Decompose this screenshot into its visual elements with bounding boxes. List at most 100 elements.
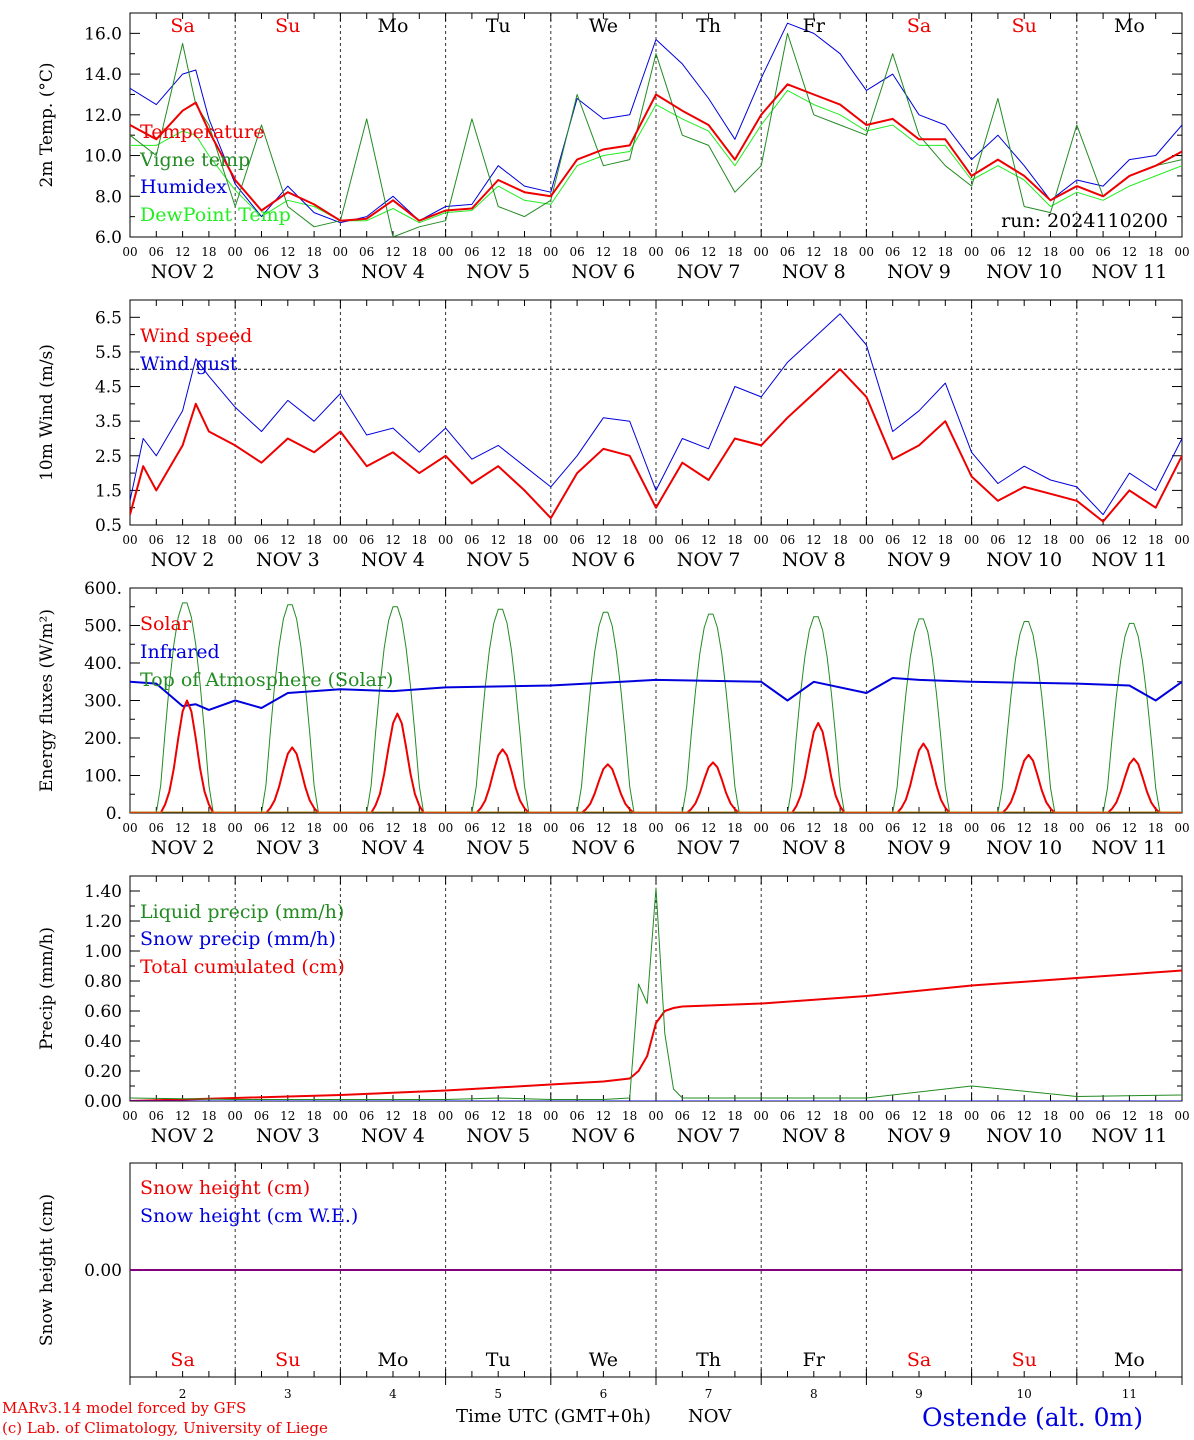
hour-tick-label: 18 [622, 533, 637, 547]
legend-entry: Snow height (cm W.E.) [140, 1205, 358, 1227]
hour-tick-label: 18 [201, 821, 216, 835]
hour-tick-label: 12 [596, 245, 611, 259]
hour-tick-label: 18 [517, 1109, 532, 1123]
hour-tick-label: 12 [491, 533, 506, 547]
date-label: NOV 9 [887, 837, 951, 859]
hour-tick-label: 06 [1095, 245, 1110, 259]
y-tick-label: 0. [106, 804, 122, 824]
series-line-toa [130, 602, 1182, 813]
hour-tick-label: 00 [648, 1109, 663, 1123]
hour-tick-label: 12 [596, 533, 611, 547]
series-line-infrared [130, 677, 1182, 711]
hour-tick-label: 00 [228, 533, 243, 547]
date-label: NOV 2 [151, 261, 215, 283]
day-name-bottom: Fr [803, 1349, 826, 1371]
hour-tick-label: 12 [175, 533, 190, 547]
hour-tick-label: 00 [438, 1109, 453, 1123]
hour-tick-label: 00 [754, 1109, 769, 1123]
hour-tick-label: 18 [622, 245, 637, 259]
data-layer [130, 313, 1182, 523]
hour-tick-label: 12 [911, 1109, 926, 1123]
y-tick-label: 500. [84, 617, 122, 637]
hour-tick-label: 00 [648, 533, 663, 547]
date-label: NOV 10 [986, 261, 1062, 283]
hour-tick-label: 06 [780, 1109, 795, 1123]
hour-tick-label: 06 [1095, 533, 1110, 547]
hour-tick-label: 12 [596, 1109, 611, 1123]
hour-tick-label: 06 [675, 245, 690, 259]
y-axis-label: Precip (mm/h) [37, 927, 57, 1050]
hour-tick-label: 06 [990, 533, 1005, 547]
date-label: NOV 7 [677, 261, 741, 283]
data-layer [130, 887, 1182, 1101]
hour-tick-label: 06 [990, 245, 1005, 259]
hour-tick-label: 12 [491, 821, 506, 835]
date-label: NOV 11 [1091, 549, 1167, 571]
date-label: NOV 7 [677, 837, 741, 859]
hour-tick-label: 12 [385, 533, 400, 547]
day-name-top: Mo [1114, 15, 1145, 37]
hour-tick-label: 06 [149, 821, 164, 835]
series-line-0 [130, 83, 1182, 222]
hour-tick-label: 06 [149, 1109, 164, 1123]
hour-tick-label: 06 [359, 821, 374, 835]
date-label: NOV 4 [361, 837, 425, 859]
legend-entry: Liquid precip (mm/h) [140, 901, 344, 923]
hour-tick-label: 06 [885, 821, 900, 835]
date-label: NOV 11 [1091, 1125, 1167, 1147]
day-name-bottom: We [589, 1349, 618, 1371]
date-label: NOV 10 [986, 1125, 1062, 1147]
data-layer [130, 22, 1182, 237]
hour-tick-label: 18 [832, 533, 847, 547]
date-label: NOV 7 [677, 1125, 741, 1147]
panel-wind: 0.5 1.5 2.5 3.5 4.5 5.5 6.5 10m Wind (m/s) Wind … [37, 299, 1190, 571]
y-tick-label: 300. [84, 692, 122, 712]
hour-tick-label: 00 [438, 821, 453, 835]
hour-tick-label: 06 [464, 533, 479, 547]
date-label: NOV 11 [1091, 837, 1167, 859]
hour-tick-label: 00 [122, 245, 137, 259]
day-name-top: Sa [170, 15, 194, 37]
hour-tick-label: 12 [911, 821, 926, 835]
hour-tick-label: 12 [1122, 245, 1137, 259]
legend-entry: Total cumulated (cm) [140, 956, 345, 978]
hour-tick-label: 00 [122, 1109, 137, 1123]
y-tick-label: 3.5 [95, 412, 122, 432]
day-name-bottom: Mo [378, 1349, 409, 1371]
date-label: NOV 7 [677, 549, 741, 571]
hour-tick-label: 00 [543, 821, 558, 835]
hour-tick-label: 06 [780, 245, 795, 259]
hour-tick-label: 18 [1043, 533, 1058, 547]
day-name-top: Mo [378, 15, 409, 37]
hour-tick-label: 06 [675, 821, 690, 835]
hour-tick-label: 18 [517, 821, 532, 835]
hour-tick-label: 00 [438, 533, 453, 547]
series-line-2 [130, 969, 1182, 1101]
series-line-solar [130, 699, 1182, 813]
hour-tick-label: 00 [122, 821, 137, 835]
day-name-bottom: Su [1012, 1349, 1037, 1371]
hour-tick-label: 00 [543, 1109, 558, 1123]
hour-tick-label: 12 [1017, 1109, 1032, 1123]
hour-tick-label: 18 [938, 1109, 953, 1123]
day-number: 6 [600, 1387, 608, 1401]
series-line-3 [130, 89, 1182, 224]
day-name-top: Su [275, 15, 300, 37]
hour-tick-label: 00 [333, 245, 348, 259]
y-tick-label: 0.00 [84, 1261, 122, 1281]
hour-tick-label: 18 [412, 821, 427, 835]
day-number: 10 [1017, 1387, 1032, 1401]
hour-tick-label: 06 [1095, 1109, 1110, 1123]
day-name-top: Sa [907, 15, 931, 37]
hour-tick-label: 00 [859, 245, 874, 259]
date-label: NOV 8 [782, 549, 846, 571]
hour-tick-label: 00 [228, 1109, 243, 1123]
hour-tick-label: 12 [1017, 533, 1032, 547]
hour-tick-label: 00 [754, 821, 769, 835]
hour-tick-label: 18 [412, 245, 427, 259]
hour-tick-label: 18 [201, 245, 216, 259]
hour-tick-label: 06 [675, 1109, 690, 1123]
hour-tick-label: 18 [306, 821, 321, 835]
legend-entry: Temperature [140, 121, 264, 143]
hour-tick-label: 18 [938, 245, 953, 259]
